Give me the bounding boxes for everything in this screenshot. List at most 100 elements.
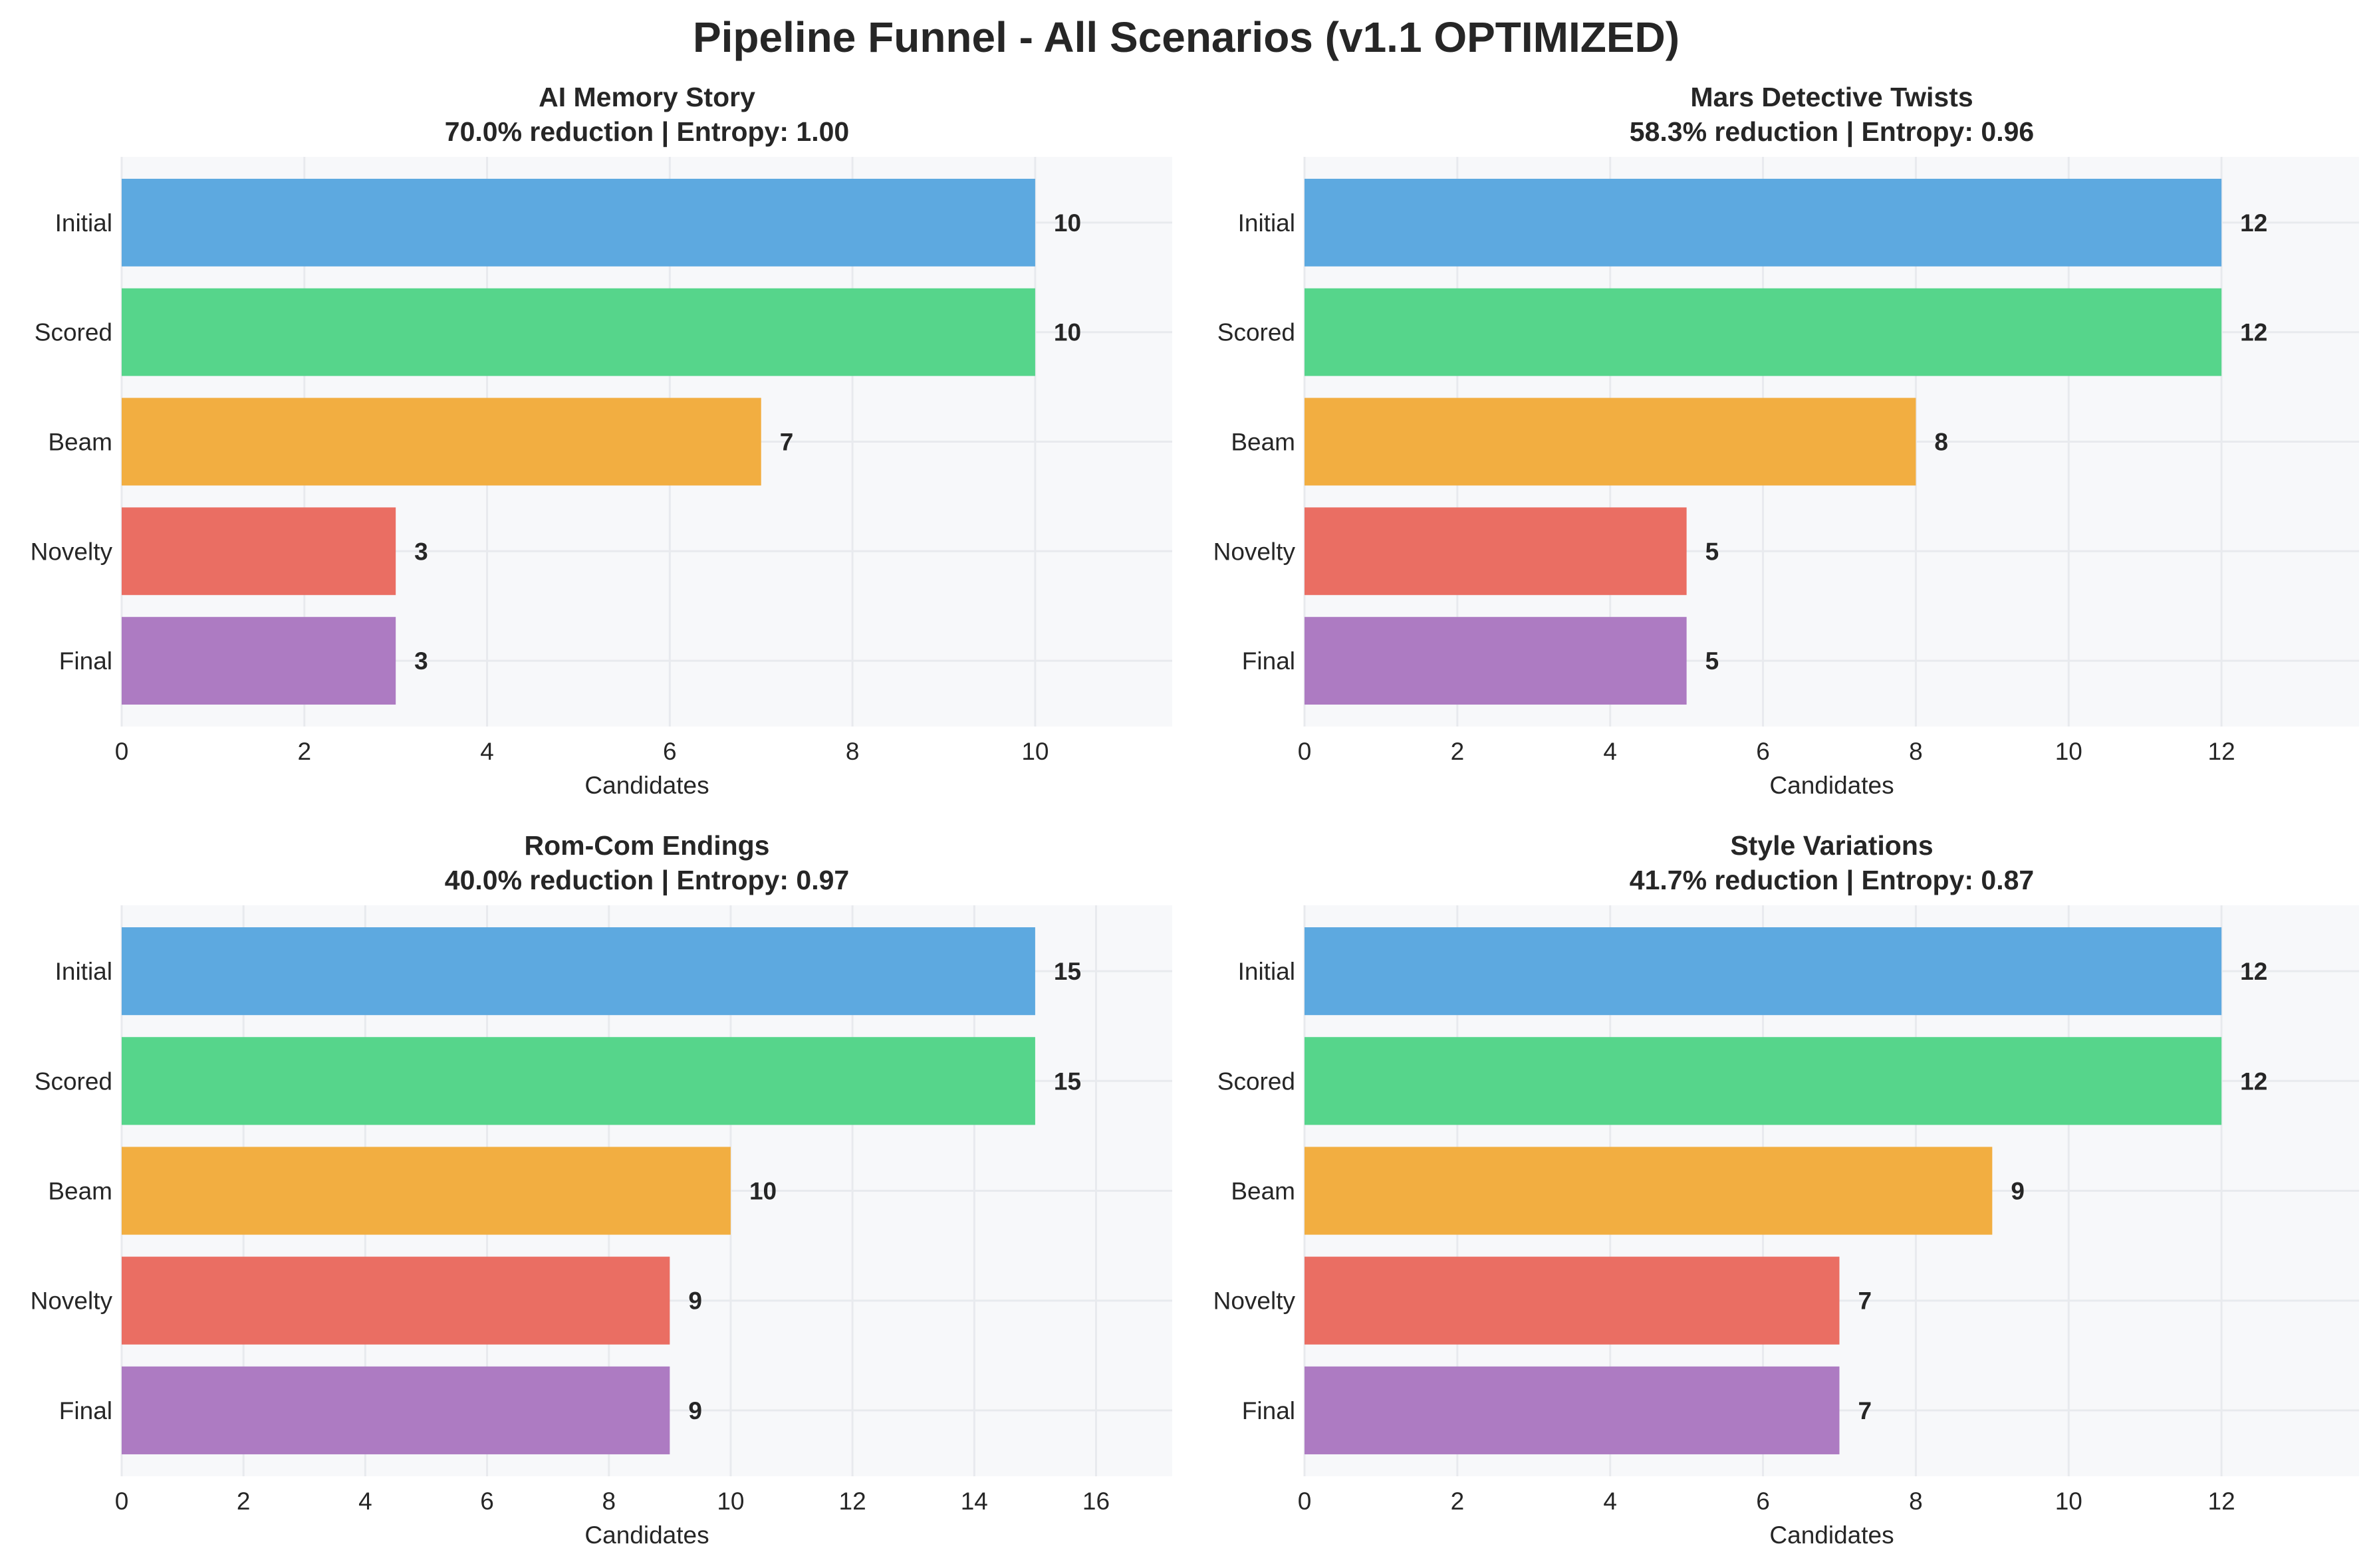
bar-initial (122, 178, 1035, 267)
data-label-novelty: 5 (1705, 538, 1719, 565)
data-label-scored: 12 (2240, 319, 2267, 346)
subplot-ai-memory-story: 10 Initial 10 Scored 7 Beam 3 Novelty 3 Final 0 2 4 6… (31, 82, 1172, 799)
bar-beam (122, 397, 761, 486)
x-tick-label: 4 (358, 1488, 372, 1515)
bar-initial (1305, 927, 2222, 1016)
subplot-rom-com-endings: 15 Initial 15 Scored 10 Beam 9 Novelty 9 Final 0 2 4… (31, 830, 1172, 1549)
data-label-beam: 8 (1934, 429, 1948, 456)
subplot-title: AI Memory Story (539, 82, 755, 112)
data-label-novelty: 9 (688, 1288, 702, 1315)
y-tick-label-beam: Beam (1231, 1178, 1295, 1205)
data-label-initial: 15 (1054, 958, 1081, 985)
data-label-initial: 12 (2240, 958, 2267, 985)
subplot-mars-detective-twists: 12 Initial 12 Scored 8 Beam 5 Novelty 5 Final 0 2 4 6… (1213, 82, 2359, 799)
x-tick-label: 6 (1756, 738, 1770, 765)
x-tick-label: 14 (961, 1488, 988, 1515)
subplot-subtitle: 41.7% reduction | Entropy: 0.87 (1630, 865, 2034, 895)
data-label-scored: 12 (2240, 1067, 2267, 1095)
data-label-initial: 10 (1054, 209, 1081, 237)
subplot-subtitle: 58.3% reduction | Entropy: 0.96 (1630, 116, 2034, 147)
bar-beam (122, 1147, 731, 1235)
data-label-final: 7 (1858, 1397, 1872, 1424)
data-label-beam: 7 (780, 429, 794, 456)
y-tick-label-novelty: Novelty (31, 1288, 113, 1315)
y-tick-label-beam: Beam (1231, 429, 1295, 456)
bar-final (1305, 1366, 1840, 1454)
y-tick-label-beam: Beam (48, 429, 112, 456)
x-tick-label: 2 (237, 1488, 251, 1515)
x-tick-label: 6 (480, 1488, 494, 1515)
y-tick-label-final: Final (59, 647, 112, 675)
y-tick-label-final: Final (59, 1397, 112, 1424)
x-tick-label: 0 (115, 1488, 129, 1515)
y-tick-label-scored: Scored (35, 319, 112, 346)
bar-novelty (1305, 507, 1687, 596)
x-tick-label: 16 (1082, 1488, 1110, 1515)
data-label-final: 5 (1705, 647, 1719, 675)
subplot-title: Mars Detective Twists (1690, 82, 1973, 112)
y-tick-label-beam: Beam (48, 1178, 112, 1205)
x-tick-label: 10 (717, 1488, 744, 1515)
y-tick-label-initial: Initial (55, 958, 112, 985)
x-tick-label: 0 (115, 738, 129, 765)
x-tick-label: 2 (1451, 738, 1465, 765)
data-label-beam: 10 (749, 1178, 777, 1205)
x-tick-label: 4 (1603, 1488, 1617, 1515)
x-tick-label: 4 (1603, 738, 1617, 765)
x-axis-label: Candidates (1769, 1521, 1894, 1549)
bar-beam (1305, 1147, 1993, 1235)
y-tick-label-novelty: Novelty (1213, 1288, 1296, 1315)
bar-scored (122, 288, 1035, 376)
y-tick-label-scored: Scored (35, 1067, 112, 1095)
x-tick-label: 0 (1298, 1488, 1312, 1515)
bar-final (122, 1366, 670, 1454)
subplot-subtitle: 70.0% reduction | Entropy: 1.00 (445, 116, 849, 147)
x-tick-label: 4 (480, 738, 494, 765)
x-tick-label: 6 (663, 738, 677, 765)
x-tick-label: 2 (1451, 1488, 1465, 1515)
x-tick-label: 10 (2055, 738, 2082, 765)
bar-scored (1305, 288, 2222, 376)
bar-novelty (122, 507, 396, 596)
x-tick-label: 0 (1298, 738, 1312, 765)
x-tick-label: 6 (1756, 1488, 1770, 1515)
x-tick-label: 10 (1021, 738, 1049, 765)
x-tick-label: 8 (602, 1488, 616, 1515)
x-axis-label: Candidates (584, 772, 709, 799)
bar-beam (1305, 397, 1916, 486)
x-tick-label: 12 (839, 1488, 866, 1515)
bar-novelty (1305, 1256, 1840, 1345)
data-label-beam: 9 (2011, 1178, 2025, 1205)
x-tick-label: 8 (1909, 738, 1923, 765)
y-tick-label-initial: Initial (55, 209, 112, 237)
y-tick-label-scored: Scored (1217, 319, 1295, 346)
figure-title: Pipeline Funnel - All Scenarios (v1.1 OP… (693, 13, 1680, 61)
x-tick-label: 2 (297, 738, 311, 765)
x-tick-label: 12 (2208, 738, 2235, 765)
bar-final (1305, 617, 1687, 705)
subplot-title: Style Variations (1730, 830, 1933, 861)
data-label-scored: 15 (1054, 1067, 1081, 1095)
x-axis-label: Candidates (584, 1521, 709, 1549)
x-axis-label: Candidates (1769, 772, 1894, 799)
y-tick-label-scored: Scored (1217, 1067, 1295, 1095)
y-tick-label-novelty: Novelty (1213, 538, 1296, 565)
data-label-scored: 10 (1054, 319, 1081, 346)
x-tick-label: 12 (2208, 1488, 2235, 1515)
y-tick-label-initial: Initial (1238, 958, 1295, 985)
subplot-subtitle: 40.0% reduction | Entropy: 0.97 (445, 865, 849, 895)
bar-initial (1305, 178, 2222, 267)
bar-final (122, 617, 396, 705)
y-tick-label-novelty: Novelty (31, 538, 113, 565)
data-label-initial: 12 (2240, 209, 2267, 237)
y-tick-label-final: Final (1242, 647, 1295, 675)
subplot-title: Rom-Com Endings (525, 830, 770, 861)
data-label-novelty: 7 (1858, 1288, 1872, 1315)
x-tick-label: 8 (1909, 1488, 1923, 1515)
x-tick-label: 8 (846, 738, 860, 765)
y-tick-label-final: Final (1242, 1397, 1295, 1424)
bar-initial (122, 927, 1035, 1016)
data-label-novelty: 3 (414, 538, 428, 565)
subplot-style-variations: 12 Initial 12 Scored 9 Beam 7 Novelty 7 Final 0 2 4 6… (1213, 830, 2359, 1549)
